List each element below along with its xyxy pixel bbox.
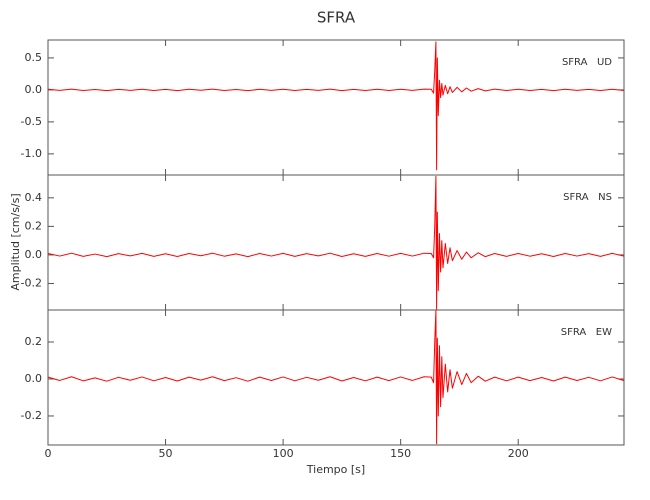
x-tick-label: 150 (390, 447, 411, 460)
panel-frame (47, 39, 625, 176)
y-tick-label: 0.0 (25, 83, 43, 96)
panel-frame (47, 174, 625, 311)
panel-label: SFRA UD (562, 57, 612, 68)
trace (47, 310, 625, 445)
y-axis-label: Amplitud [cm/s/s] (9, 193, 22, 290)
y-tick-label: -0.5 (21, 115, 42, 128)
panel-label: SFRA NS (563, 192, 612, 203)
trace (47, 175, 625, 310)
x-tick-label: 50 (159, 447, 173, 460)
x-tick-label: 200 (508, 447, 529, 460)
y-tick-label: 0.0 (25, 372, 43, 385)
y-tick-label: -0.2 (21, 409, 42, 422)
y-tick-label: 0.5 (25, 51, 43, 64)
chart-title: SFRA (317, 9, 356, 27)
y-tick-label: 0.2 (25, 335, 43, 348)
y-tick-label: -1.0 (21, 147, 42, 160)
panel-label: SFRA EW (561, 327, 612, 338)
y-tick-label: 0.2 (25, 219, 43, 232)
y-tick-label: -0.2 (21, 276, 42, 289)
panel-frame (47, 309, 625, 446)
y-tick-label: 0.4 (25, 191, 43, 204)
x-axis-label: Tiempo [s] (306, 463, 365, 476)
y-tick-label: 0.0 (25, 248, 43, 261)
x-tick-label: 100 (273, 447, 294, 460)
trace (47, 41, 625, 171)
x-tick-label: 0 (45, 447, 52, 460)
